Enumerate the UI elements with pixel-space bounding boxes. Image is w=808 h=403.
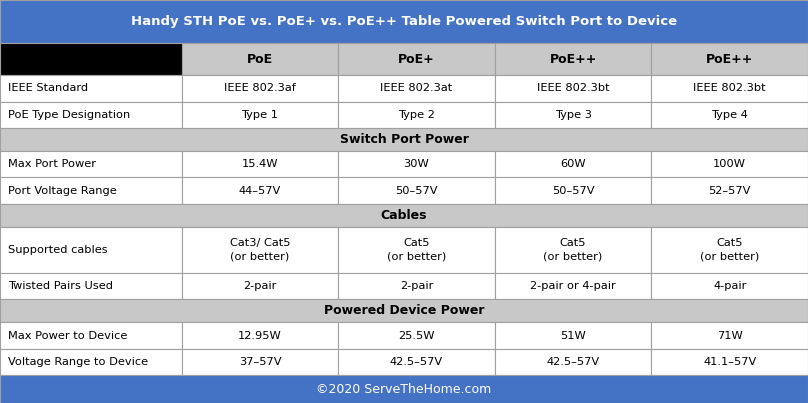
- Text: 41.1–57V: 41.1–57V: [703, 357, 756, 367]
- Bar: [651, 273, 808, 299]
- Bar: [182, 349, 339, 375]
- Bar: [494, 151, 651, 177]
- Text: Cables: Cables: [381, 209, 427, 222]
- Text: Cat5
(or better): Cat5 (or better): [544, 238, 603, 262]
- Bar: [0, 299, 808, 322]
- Text: ©2020 ServeTheHome.com: ©2020 ServeTheHome.com: [317, 382, 491, 396]
- Text: 50–57V: 50–57V: [395, 186, 438, 195]
- Bar: [339, 102, 494, 128]
- Text: Cat3/ Cat5
(or better): Cat3/ Cat5 (or better): [229, 238, 290, 262]
- Bar: [651, 349, 808, 375]
- Text: Type 4: Type 4: [711, 110, 748, 120]
- Text: Handy STH PoE vs. PoE+ vs. PoE++ Table Powered Switch Port to Device: Handy STH PoE vs. PoE+ vs. PoE++ Table P…: [131, 15, 677, 28]
- Text: PoE++: PoE++: [549, 53, 597, 66]
- Text: 2-pair: 2-pair: [243, 281, 276, 291]
- Text: Type 3: Type 3: [554, 110, 591, 120]
- Text: 25.5W: 25.5W: [398, 330, 435, 341]
- Text: PoE+: PoE+: [398, 53, 435, 66]
- Bar: [182, 102, 339, 128]
- Text: Max Power to Device: Max Power to Device: [8, 330, 128, 341]
- Bar: [339, 75, 494, 102]
- Bar: [494, 75, 651, 102]
- Bar: [651, 75, 808, 102]
- Text: 15.4W: 15.4W: [242, 159, 278, 169]
- Bar: [339, 151, 494, 177]
- Text: Type 1: Type 1: [242, 110, 279, 120]
- Bar: [339, 227, 494, 273]
- Bar: [339, 322, 494, 349]
- Text: Twisted Pairs Used: Twisted Pairs Used: [8, 281, 113, 291]
- Text: Cat5
(or better): Cat5 (or better): [387, 238, 446, 262]
- Bar: [494, 102, 651, 128]
- Bar: [0, 273, 182, 299]
- Bar: [494, 349, 651, 375]
- Bar: [651, 151, 808, 177]
- Bar: [0, 349, 182, 375]
- Bar: [182, 151, 339, 177]
- Text: 60W: 60W: [560, 159, 586, 169]
- Text: Max Port Power: Max Port Power: [8, 159, 96, 169]
- Text: IEEE Standard: IEEE Standard: [8, 83, 88, 93]
- Text: 2-pair or 4-pair: 2-pair or 4-pair: [530, 281, 616, 291]
- Bar: [339, 177, 494, 204]
- Text: IEEE 802.3af: IEEE 802.3af: [224, 83, 296, 93]
- Bar: [182, 75, 339, 102]
- Text: 71W: 71W: [717, 330, 743, 341]
- Text: IEEE 802.3at: IEEE 802.3at: [381, 83, 452, 93]
- Text: 50–57V: 50–57V: [552, 186, 595, 195]
- Text: 42.5–57V: 42.5–57V: [546, 357, 600, 367]
- Text: PoE++: PoE++: [706, 53, 753, 66]
- Bar: [494, 177, 651, 204]
- Bar: [0, 322, 182, 349]
- Bar: [651, 44, 808, 75]
- Bar: [0, 151, 182, 177]
- Bar: [0, 75, 182, 102]
- Bar: [182, 273, 339, 299]
- Text: IEEE 802.3bt: IEEE 802.3bt: [537, 83, 609, 93]
- Bar: [494, 44, 651, 75]
- Bar: [182, 322, 339, 349]
- Text: 12.95W: 12.95W: [238, 330, 282, 341]
- Bar: [182, 177, 339, 204]
- Text: 51W: 51W: [560, 330, 586, 341]
- Bar: [651, 227, 808, 273]
- Text: 100W: 100W: [713, 159, 747, 169]
- Bar: [339, 273, 494, 299]
- Bar: [651, 177, 808, 204]
- Bar: [0, 177, 182, 204]
- Bar: [0, 128, 808, 151]
- Bar: [0, 102, 182, 128]
- Text: Supported cables: Supported cables: [8, 245, 107, 255]
- Bar: [651, 322, 808, 349]
- Bar: [651, 102, 808, 128]
- Text: IEEE 802.3bt: IEEE 802.3bt: [693, 83, 766, 93]
- Bar: [494, 227, 651, 273]
- Bar: [494, 322, 651, 349]
- Text: Switch Port Power: Switch Port Power: [339, 133, 469, 146]
- Text: PoE: PoE: [247, 53, 273, 66]
- Bar: [0, 227, 182, 273]
- Bar: [0, 204, 808, 227]
- Text: PoE Type Designation: PoE Type Designation: [8, 110, 130, 120]
- Text: Voltage Range to Device: Voltage Range to Device: [8, 357, 148, 367]
- Text: 42.5–57V: 42.5–57V: [390, 357, 443, 367]
- Text: 37–57V: 37–57V: [238, 357, 281, 367]
- Text: 4-pair: 4-pair: [713, 281, 747, 291]
- Bar: [339, 349, 494, 375]
- Text: 44–57V: 44–57V: [239, 186, 281, 195]
- Bar: [182, 44, 339, 75]
- Text: Port Voltage Range: Port Voltage Range: [8, 186, 117, 195]
- Text: 52–57V: 52–57V: [709, 186, 751, 195]
- Bar: [0, 44, 182, 75]
- Bar: [339, 44, 494, 75]
- Bar: [182, 227, 339, 273]
- Text: 2-pair: 2-pair: [400, 281, 433, 291]
- Bar: [0, 0, 808, 44]
- Bar: [0, 375, 808, 403]
- Bar: [494, 273, 651, 299]
- Text: 30W: 30W: [404, 159, 429, 169]
- Text: Powered Device Power: Powered Device Power: [324, 304, 484, 317]
- Text: Type 2: Type 2: [398, 110, 435, 120]
- Text: Cat5
(or better): Cat5 (or better): [700, 238, 760, 262]
